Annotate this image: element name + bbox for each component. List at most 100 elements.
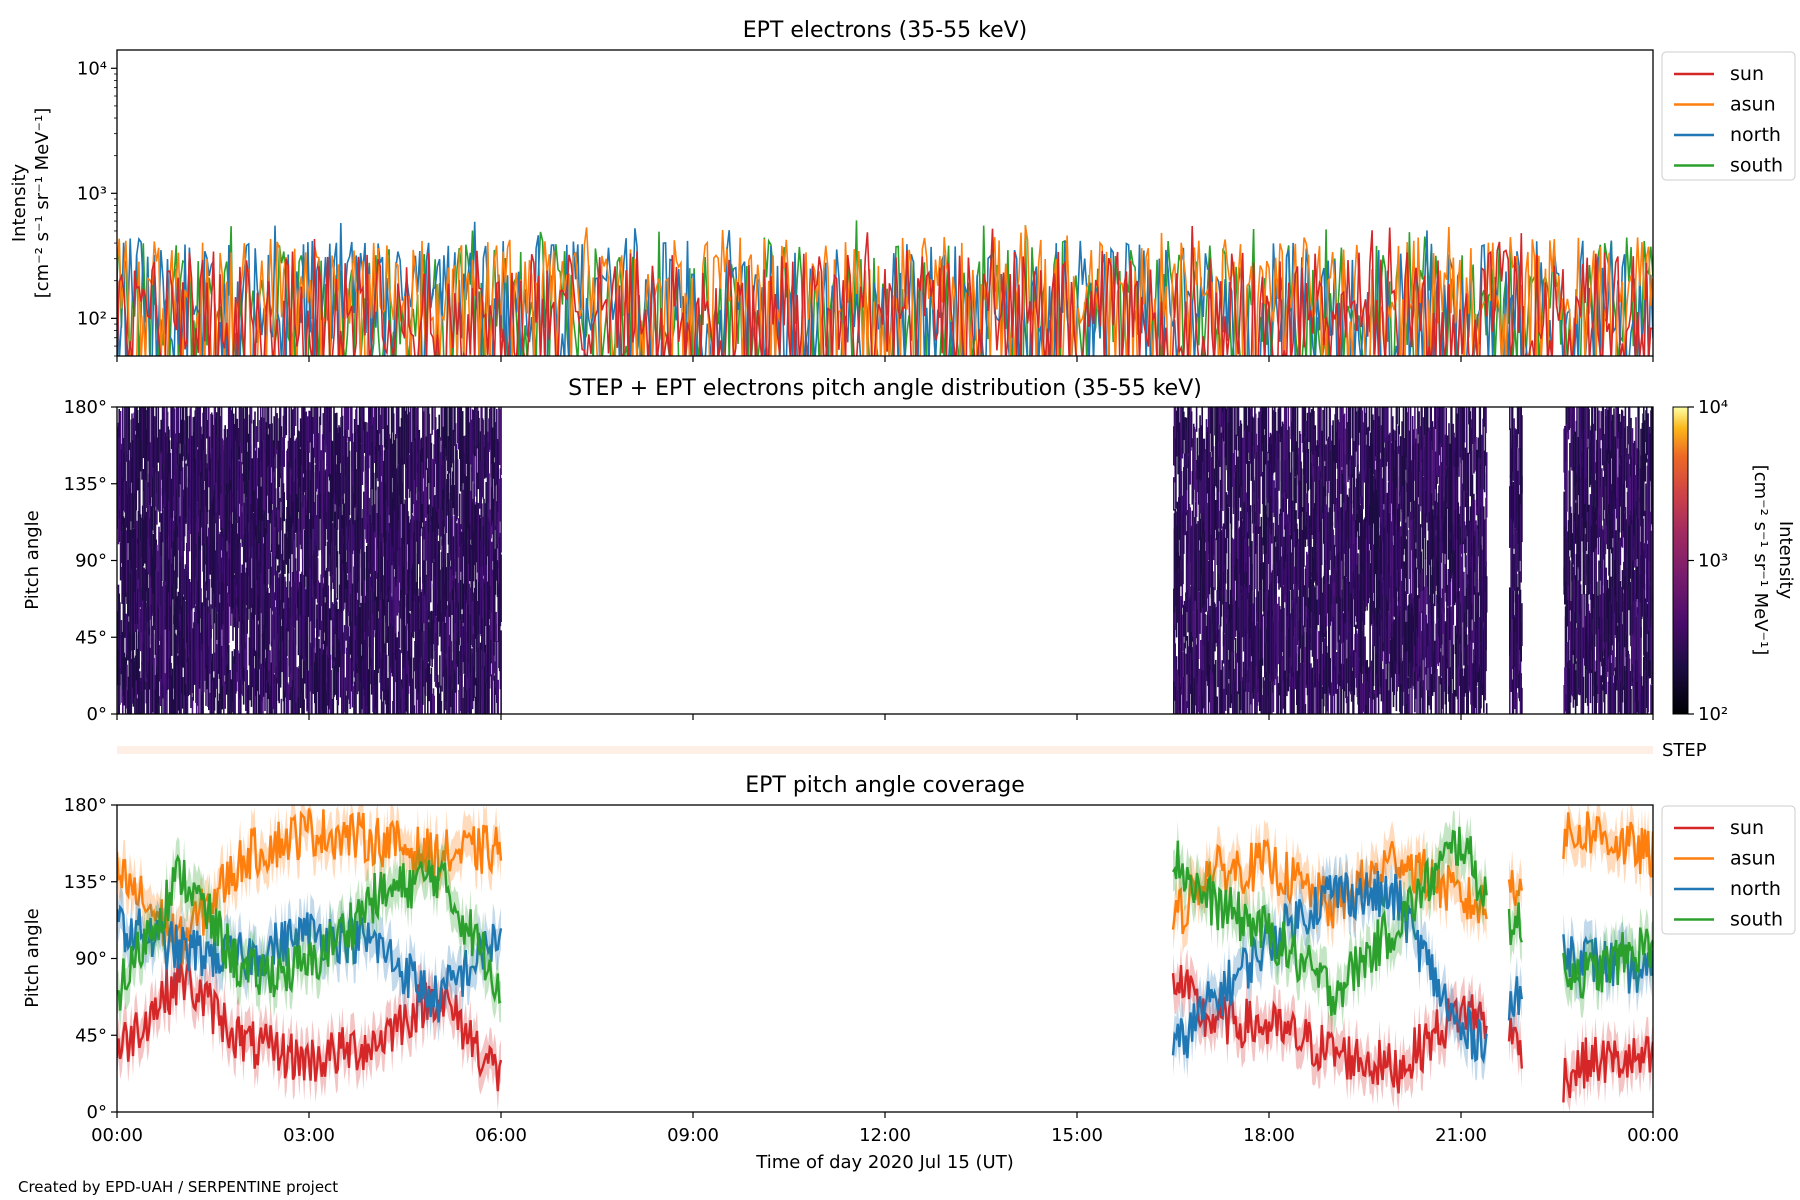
panel1-title: EPT electrons (35-55 keV)	[743, 18, 1028, 43]
pad-cell	[387, 407, 390, 450]
pad-cell	[335, 464, 337, 546]
pad-cell	[456, 459, 459, 517]
pad-cell	[1261, 537, 1263, 580]
pad-cell	[1283, 407, 1286, 483]
pad-cell	[147, 648, 150, 714]
pad-cell	[1424, 446, 1426, 535]
pad-cell	[124, 525, 127, 597]
pad-cell	[213, 593, 215, 672]
pad-cell	[331, 698, 333, 714]
y-tick-label: 10³	[77, 183, 107, 204]
pad-cell	[181, 677, 184, 709]
pad-cell	[391, 443, 394, 478]
pad-cell	[1485, 703, 1488, 714]
pad-cell	[1296, 407, 1299, 476]
pad-cell	[444, 407, 446, 459]
pad-cell	[159, 536, 162, 580]
pad-cell	[432, 407, 434, 430]
pad-cell	[1253, 503, 1255, 571]
pad-cell	[309, 410, 311, 443]
pad-cell	[478, 417, 480, 450]
pad-cell	[199, 519, 202, 610]
pad-cell	[185, 463, 187, 518]
pad-cell	[256, 541, 258, 581]
pad-cell	[349, 658, 352, 709]
pad-cell	[1318, 471, 1321, 532]
pad-cell	[380, 407, 383, 477]
pad-cell	[1231, 619, 1233, 695]
pad-cell	[160, 610, 162, 679]
pad-cell	[1509, 606, 1512, 652]
pad-cell	[1443, 564, 1446, 593]
x-tick-label: 00:00	[1627, 1125, 1679, 1146]
pad-cell	[252, 618, 254, 672]
pad-cell	[141, 407, 143, 480]
pad-cell	[1334, 448, 1336, 528]
pad-cell	[1429, 521, 1432, 615]
pad-cell	[477, 410, 480, 490]
pad-cell	[405, 407, 408, 468]
pad-cell	[235, 407, 237, 441]
pad-cell	[471, 593, 474, 647]
pad-cell	[408, 454, 411, 498]
pad-cell	[420, 608, 423, 657]
pad-cell	[1637, 518, 1639, 615]
pad-cell	[1362, 610, 1365, 712]
pad-cell	[385, 407, 388, 439]
pad-cell	[419, 520, 421, 603]
pad-cell	[1348, 407, 1351, 480]
pad-cell	[1601, 634, 1604, 683]
pad-cell	[1241, 437, 1243, 520]
pad-cell	[467, 625, 470, 713]
pad-cell	[1351, 565, 1354, 650]
pad-cell	[1279, 407, 1282, 443]
pad-cell	[353, 583, 356, 678]
pad-cell	[1278, 407, 1280, 491]
pad-cell	[1271, 570, 1274, 651]
pad-cell	[1575, 627, 1578, 659]
series-sun-line	[1171, 965, 1488, 1094]
pad-cell	[146, 602, 148, 679]
pad-cell	[227, 532, 230, 583]
pad-cell	[1405, 539, 1408, 591]
pad-cell	[276, 613, 278, 674]
pad-cell	[1349, 460, 1351, 549]
pad-cell	[1618, 558, 1620, 642]
pad-cell	[1412, 598, 1415, 668]
pad-cell	[475, 501, 477, 563]
pad-cell	[1594, 407, 1596, 474]
pad-cell	[330, 407, 332, 441]
pad-cell	[1331, 425, 1334, 526]
x-tick-label: 18:00	[1243, 1125, 1295, 1146]
pad-cell	[1421, 407, 1423, 463]
pad-cell	[223, 449, 225, 535]
pad-cell	[1332, 420, 1334, 460]
pad-cell	[1601, 468, 1603, 498]
pad-cell	[1611, 490, 1613, 554]
pad-cell	[1405, 407, 1408, 458]
pad-cell	[279, 517, 282, 561]
pad-cell	[1517, 407, 1520, 435]
pad-cell	[1303, 646, 1306, 714]
pad-cell	[1315, 569, 1317, 626]
pad-cell	[1211, 410, 1213, 506]
pad-cell	[1290, 613, 1292, 674]
pad-cell	[423, 474, 426, 508]
pad-cell	[118, 489, 120, 519]
pad-cell	[1343, 413, 1346, 484]
pad-cell	[121, 493, 123, 563]
pad-cell	[1638, 560, 1641, 652]
pad-cell	[1638, 407, 1640, 476]
pad-cell	[500, 630, 502, 714]
pad-cell	[1430, 674, 1432, 714]
pad-cell	[1324, 489, 1327, 529]
pad-cell	[301, 540, 304, 635]
pad-cell	[476, 601, 479, 682]
pad-cell	[404, 625, 406, 655]
pad-cell	[1250, 407, 1253, 481]
pad-cell	[1599, 448, 1602, 497]
pad-cell	[1400, 536, 1403, 569]
pad-cell	[1485, 497, 1487, 567]
pad-cell	[250, 407, 253, 424]
